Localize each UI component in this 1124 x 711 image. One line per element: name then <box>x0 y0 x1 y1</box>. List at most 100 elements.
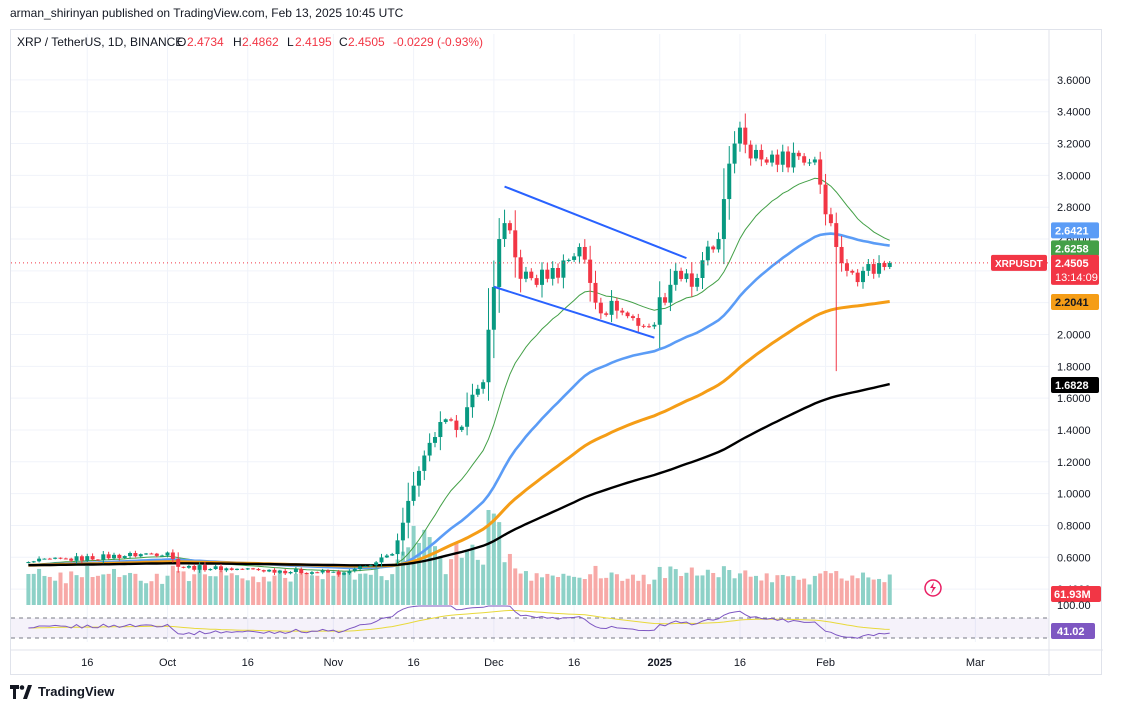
time-tick-label: 2025 <box>647 657 671 669</box>
volume-bar <box>95 575 100 605</box>
candle-body <box>812 159 817 163</box>
volume-bar <box>737 573 742 605</box>
volume-bar <box>839 578 844 605</box>
volume-bar <box>791 575 796 605</box>
candle-body <box>780 151 785 165</box>
time-tick-label: 16 <box>568 657 580 669</box>
volume-bar <box>438 556 443 605</box>
candle-body <box>475 388 480 395</box>
volume-bar <box>416 542 421 605</box>
close-value: 2.4505 <box>348 35 385 49</box>
time-tick-label: Dec <box>484 657 504 669</box>
price-tick-label: 3.4000 <box>1057 107 1091 119</box>
volume-bar <box>657 566 662 605</box>
volume-bar <box>208 576 213 605</box>
candle-body <box>395 540 400 555</box>
time-tick-label: 16 <box>407 657 419 669</box>
volume-bar <box>861 572 865 605</box>
volume-bar <box>245 580 250 605</box>
volume-bar <box>850 575 855 605</box>
candle-body <box>422 455 427 471</box>
candle-body <box>213 566 218 570</box>
volume-bar <box>320 579 325 605</box>
low-label: L <box>287 35 294 49</box>
candle-body <box>31 561 36 563</box>
candle-body <box>358 566 363 569</box>
candle-body <box>427 442 432 456</box>
candle-body <box>647 326 651 328</box>
candle-body <box>320 570 325 573</box>
volume-bar <box>176 571 181 605</box>
candle-body <box>625 312 630 317</box>
rsi-tag <box>1051 623 1095 639</box>
candle-body <box>556 268 561 278</box>
high-value: 2.4862 <box>242 35 279 49</box>
ema-line-100 <box>28 300 890 568</box>
ema100-tag <box>1051 294 1099 311</box>
candle-body <box>390 554 395 556</box>
candle-body <box>342 573 347 575</box>
volume-bar <box>641 574 646 605</box>
candle-body <box>347 570 352 574</box>
candle-body <box>491 286 496 330</box>
volume-bar <box>775 575 780 605</box>
volume-bar <box>26 573 31 605</box>
candle-body <box>882 263 887 267</box>
candle-body <box>839 246 844 264</box>
rsi-line <box>28 605 890 639</box>
volume-bar <box>561 573 566 605</box>
candle-body <box>181 566 186 568</box>
tradingview-logo-icon <box>10 684 32 699</box>
price-tick-label: 3.0000 <box>1057 170 1091 182</box>
volume-bar <box>727 570 732 605</box>
candle-body <box>486 329 491 383</box>
candle-body <box>861 270 865 283</box>
candle-body <box>106 554 111 559</box>
candle-body <box>85 556 90 561</box>
volume-bar <box>882 582 887 605</box>
candle-body <box>850 270 855 273</box>
candle-body <box>711 246 716 250</box>
volume-bar <box>261 576 266 605</box>
volume-bar <box>69 571 74 605</box>
lightning-icon <box>924 579 942 597</box>
candle-body <box>470 394 475 408</box>
candle-body <box>352 568 357 571</box>
candle-body <box>588 259 593 283</box>
footer: TradingView <box>10 684 114 699</box>
candle-body <box>673 270 678 285</box>
candle-body <box>272 569 277 573</box>
volume-bar <box>293 573 298 605</box>
volume-bar <box>326 571 330 605</box>
candle-body <box>406 500 411 523</box>
candle-body <box>459 426 464 430</box>
volume-bar <box>122 575 127 605</box>
candle-body <box>700 260 705 278</box>
volume-bar <box>732 578 737 605</box>
volume-bar <box>352 579 357 605</box>
volume-bar <box>133 573 138 605</box>
candle-body <box>620 310 625 313</box>
candle-body <box>165 552 170 556</box>
chart-frame[interactable]: 3.60003.40003.20003.00002.80002.60002.40… <box>10 29 1103 676</box>
volume-bar <box>502 562 507 605</box>
candle-body <box>219 566 223 571</box>
candle-body <box>384 555 389 558</box>
ema200-value: 1.6828 <box>1055 380 1089 392</box>
volume-bar <box>743 570 748 605</box>
volume-bar <box>834 571 839 605</box>
volume-bar <box>101 574 106 605</box>
candle-body <box>283 570 288 574</box>
price-axis: 3.60003.40003.20003.00002.80002.60002.40… <box>924 30 1101 676</box>
volume-bar <box>770 582 775 605</box>
volume-bar <box>459 557 464 605</box>
candle-body <box>657 297 662 325</box>
volume-bar <box>58 572 63 605</box>
price-chart[interactable]: 3.60003.40003.20003.00002.80002.60002.40… <box>11 30 1103 676</box>
price-tick-label: 1.2000 <box>1057 457 1091 469</box>
volume-bar <box>53 580 58 605</box>
volume-bar <box>186 581 191 605</box>
volume-bar <box>550 575 555 605</box>
candle-body <box>748 144 753 159</box>
volume-bar <box>154 573 159 605</box>
